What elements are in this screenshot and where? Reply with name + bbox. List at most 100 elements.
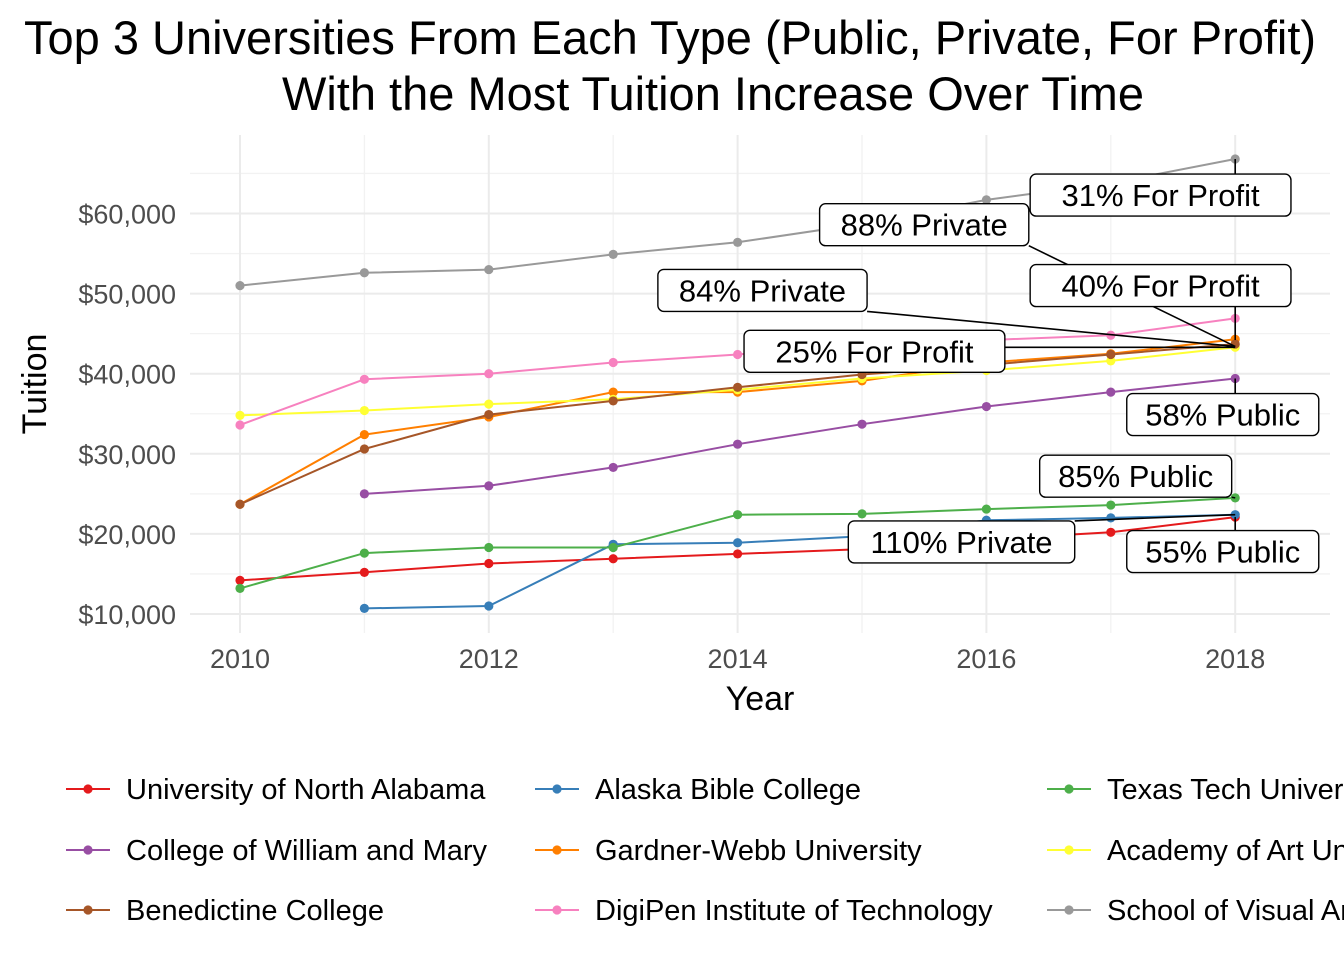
chart-title-line-1: Top 3 Universities From Each Type (Publi…	[24, 11, 1317, 64]
data-point	[235, 420, 245, 430]
annotation-text: 84% Private	[679, 273, 846, 308]
data-point	[484, 264, 494, 275]
data-point	[484, 542, 494, 553]
series-line	[364, 513, 1236, 610]
data-point	[608, 542, 618, 553]
y-tick-label: $50,000	[78, 280, 176, 310]
y-tick-label: $60,000	[78, 200, 176, 230]
annotations: 31% For Profit 88% Private 40% For Profit 8…	[657, 159, 1320, 574]
x-axis-title: Year	[726, 680, 795, 718]
legend-label: School of Visual Arts	[1107, 895, 1344, 927]
data-point	[484, 399, 494, 409]
data-point	[359, 548, 369, 558]
legend-label: DigiPen Institute of Technology	[595, 895, 993, 927]
y-tick-label: $30,000	[78, 440, 176, 470]
data-point	[484, 601, 494, 611]
data-point	[981, 195, 992, 205]
data-point	[235, 583, 245, 593]
data-point	[359, 374, 369, 384]
data-point	[359, 444, 369, 454]
chart-title: Top 3 Universities From Each Type (Publi…	[0, 10, 1344, 178]
legend-label: Texas Tech University	[1107, 774, 1344, 806]
legend-key-point	[83, 845, 93, 855]
data-point	[1106, 387, 1116, 397]
legend-label: Gardner-Webb University	[595, 835, 922, 867]
data-point	[608, 462, 618, 473]
annotation-leader	[1231, 496, 1236, 499]
legend-key-point	[1064, 905, 1074, 915]
annotation-box	[847, 520, 1076, 564]
annotation-box	[1126, 392, 1320, 437]
data-point	[733, 510, 743, 520]
data-point	[235, 280, 245, 291]
data-point	[484, 558, 494, 569]
legend-label: Alaska Bible College	[595, 774, 861, 806]
y-tick-label: $40,000	[78, 360, 176, 390]
annotation-text: 31% For Profit	[1061, 178, 1260, 213]
x-tick-label: 2012	[459, 644, 519, 674]
legend-item: Alaska Bible College	[535, 774, 861, 806]
annotation-box	[743, 329, 1006, 373]
annotation-text: 40% For Profit	[1061, 269, 1260, 304]
x-tick-label: 2014	[708, 644, 768, 674]
data-point	[235, 410, 245, 420]
annotation-box	[1029, 263, 1292, 308]
annotation-box	[657, 268, 868, 313]
annotation-box	[818, 203, 1030, 247]
annotation-label: 84% Private	[657, 268, 1236, 348]
annotation-leader	[1074, 513, 1236, 522]
annotation-label: 55% Public	[1126, 517, 1320, 574]
legend-key-point	[1064, 784, 1074, 794]
data-point	[608, 554, 618, 564]
data-point	[235, 575, 245, 585]
legend-item: School of Visual Arts	[1047, 895, 1344, 927]
data-point	[608, 396, 618, 406]
data-point	[733, 349, 743, 360]
data-point	[359, 429, 369, 440]
data-point	[981, 401, 992, 412]
data-point	[1106, 349, 1116, 360]
annotation-text: 88% Private	[841, 208, 1008, 243]
series-line	[364, 377, 1236, 495]
annotation-text: 58% Public	[1145, 398, 1300, 433]
legend-item: Gardner-Webb University	[535, 835, 922, 867]
y-tick-label: $20,000	[78, 520, 176, 550]
legend-label: College of William and Mary	[126, 835, 488, 867]
x-tick-label: 2010	[210, 644, 270, 674]
annotation-leader	[867, 310, 1236, 348]
data-point	[857, 509, 867, 519]
y-tick-label: $10,000	[78, 600, 176, 630]
data-point	[484, 369, 494, 379]
data-point	[733, 382, 743, 392]
annotation-box	[1029, 173, 1292, 217]
legend-item: College of William and Mary	[66, 835, 488, 867]
legend-label: Benedictine College	[126, 895, 384, 927]
annotation-label: 110% Private	[847, 513, 1236, 564]
data-point	[608, 249, 618, 259]
annotation-label: 58% Public	[1126, 378, 1320, 437]
annotation-text: 85% Public	[1058, 459, 1213, 494]
legend-label: University of North Alabama	[126, 774, 486, 806]
annotation-label: 40% For Profit	[1029, 263, 1292, 341]
legend-key-point	[552, 905, 562, 915]
legend-key-point	[552, 845, 562, 855]
data-point	[981, 504, 992, 514]
data-point	[733, 549, 743, 559]
annotation-text: 55% Public	[1145, 535, 1300, 570]
data-point	[359, 405, 369, 416]
annotation-label: 85% Public	[1038, 454, 1236, 499]
data-point	[484, 481, 494, 491]
legend-item: Texas Tech University	[1047, 774, 1344, 806]
data-point	[359, 603, 369, 613]
data-point	[484, 409, 494, 420]
data-point	[359, 268, 369, 278]
annotation-label: 31% For Profit	[1029, 159, 1292, 217]
series-college-of-william-and-mary	[359, 373, 1240, 499]
chart-title-line-2: With the Most Tuition Increase Over Time	[282, 67, 1144, 120]
annotation-box	[1126, 529, 1320, 574]
y-axis-title: Tuition	[16, 334, 54, 435]
data-point	[733, 538, 743, 548]
series-alaska-bible-college	[359, 510, 1240, 613]
data-point	[1106, 527, 1116, 537]
